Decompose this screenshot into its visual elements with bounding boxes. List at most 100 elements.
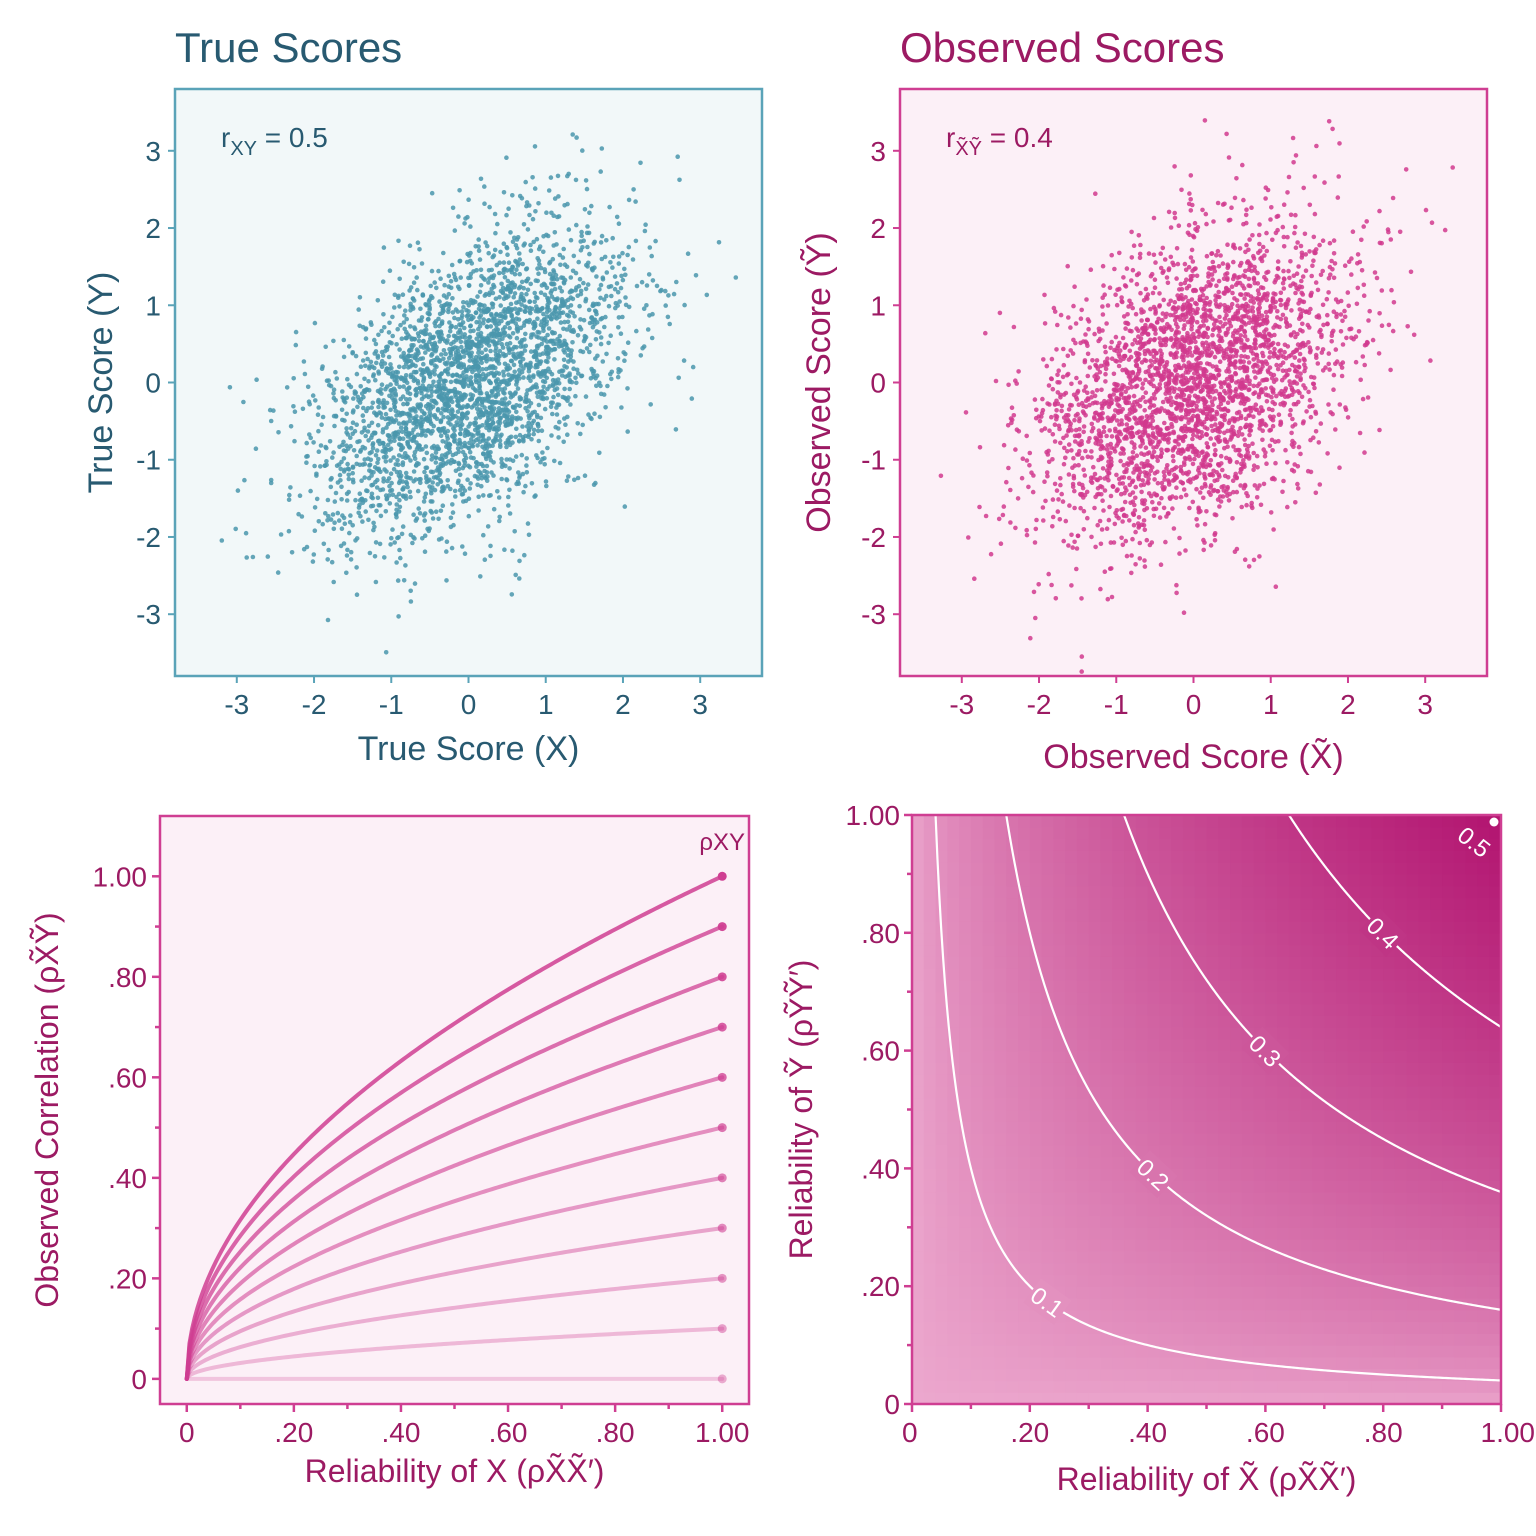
scatter-point <box>1239 467 1244 472</box>
scatter-point <box>479 274 484 279</box>
scatter-point <box>524 470 530 475</box>
scatter-point <box>449 545 455 551</box>
scatter-point <box>459 309 465 314</box>
scatter-point <box>485 324 490 330</box>
scatter-point <box>1346 303 1351 309</box>
scatter-point <box>1161 297 1166 303</box>
scatter-point <box>1189 427 1195 433</box>
scatter-point <box>491 282 496 288</box>
scatter-point <box>587 210 592 216</box>
scatter-point <box>489 311 494 317</box>
scatter-point <box>419 431 425 436</box>
scatter-point <box>379 382 385 388</box>
scatter-point <box>490 290 496 296</box>
scatter-point <box>1283 447 1288 453</box>
scatter-point <box>492 426 498 432</box>
scatter-point <box>1130 370 1136 376</box>
scatter-point <box>1272 332 1277 338</box>
scatter-point <box>561 326 566 332</box>
scatter-point <box>482 201 487 206</box>
scatter-point <box>419 423 424 428</box>
scatter-point <box>432 280 438 285</box>
scatter-point <box>368 503 374 509</box>
scatter-point <box>363 326 369 331</box>
scatter-point <box>1067 503 1072 508</box>
scatter-point <box>465 477 470 483</box>
scatter-point <box>513 434 519 440</box>
scatter-point <box>360 413 366 418</box>
scatter-point <box>409 343 414 348</box>
scatter-point <box>1257 483 1262 488</box>
scatter-point <box>634 328 639 334</box>
scatter-point <box>659 287 664 293</box>
scatter-point <box>445 428 451 434</box>
scatter-point <box>584 230 590 236</box>
scatter-point <box>1122 490 1127 496</box>
scatter-point <box>350 351 355 356</box>
scatter-point <box>1218 380 1223 385</box>
scatter-point <box>408 599 414 604</box>
scatter-point <box>1194 403 1199 409</box>
scatter-points <box>219 132 739 655</box>
scatter-point <box>1172 215 1178 221</box>
scatter-point <box>531 326 537 331</box>
scatter-point <box>1212 396 1217 401</box>
scatter-point <box>384 384 390 389</box>
scatter-point <box>1345 415 1351 420</box>
scatter-point <box>545 445 550 451</box>
scatter-point <box>1344 335 1349 341</box>
scatter-point <box>462 221 467 226</box>
scatter-point <box>458 361 464 367</box>
scatter-point <box>1288 333 1294 338</box>
scatter-point <box>638 160 643 166</box>
scatter-point <box>319 422 324 428</box>
scatter-point <box>556 435 561 440</box>
scatter-point <box>1300 274 1306 279</box>
scatter-point <box>1174 246 1180 251</box>
scatter-point <box>559 297 565 302</box>
scatter-point <box>457 390 463 396</box>
scatter-point <box>397 347 402 352</box>
scatter-point <box>641 344 647 349</box>
scatter-point <box>458 431 463 436</box>
scatter-point <box>498 249 503 255</box>
scatter-point <box>604 238 609 243</box>
scatter-point <box>515 386 521 391</box>
scatter-point <box>1072 505 1077 511</box>
scatter-point <box>1117 250 1122 256</box>
scatter-point <box>476 354 482 360</box>
scatter-point <box>572 314 577 319</box>
scatter-point <box>504 478 510 483</box>
scatter-point <box>1174 465 1179 470</box>
scatter-point <box>620 314 625 320</box>
scatter-point <box>456 462 462 467</box>
scatter-point <box>392 305 397 310</box>
scatter-point <box>1160 270 1165 276</box>
scatter-point <box>477 424 482 429</box>
scatter-point <box>373 579 379 585</box>
scatter-point <box>1109 434 1115 439</box>
scatter-point <box>324 459 329 464</box>
scatter-point <box>1114 508 1120 513</box>
scatter-point <box>527 374 532 379</box>
scatter-point <box>395 326 401 332</box>
scatter-point <box>1300 321 1305 327</box>
scatter-point <box>441 308 446 314</box>
scatter-point <box>429 457 435 462</box>
scatter-point <box>424 366 430 371</box>
scatter-point <box>1320 302 1326 308</box>
scatter-point <box>1054 416 1059 422</box>
scatter-point <box>432 320 438 326</box>
scatter-point <box>1299 394 1305 400</box>
scatter-point <box>485 474 490 480</box>
scatter-point <box>1217 474 1222 479</box>
scatter-point <box>453 389 459 395</box>
scatter-point <box>476 508 481 513</box>
scatter-point <box>1033 415 1039 421</box>
scatter-point <box>448 341 454 347</box>
scatter-point <box>538 290 544 296</box>
scatter-point <box>1000 512 1006 518</box>
scatter-point <box>366 475 372 481</box>
scatter-point <box>535 255 540 261</box>
scatter-point <box>1079 654 1085 659</box>
